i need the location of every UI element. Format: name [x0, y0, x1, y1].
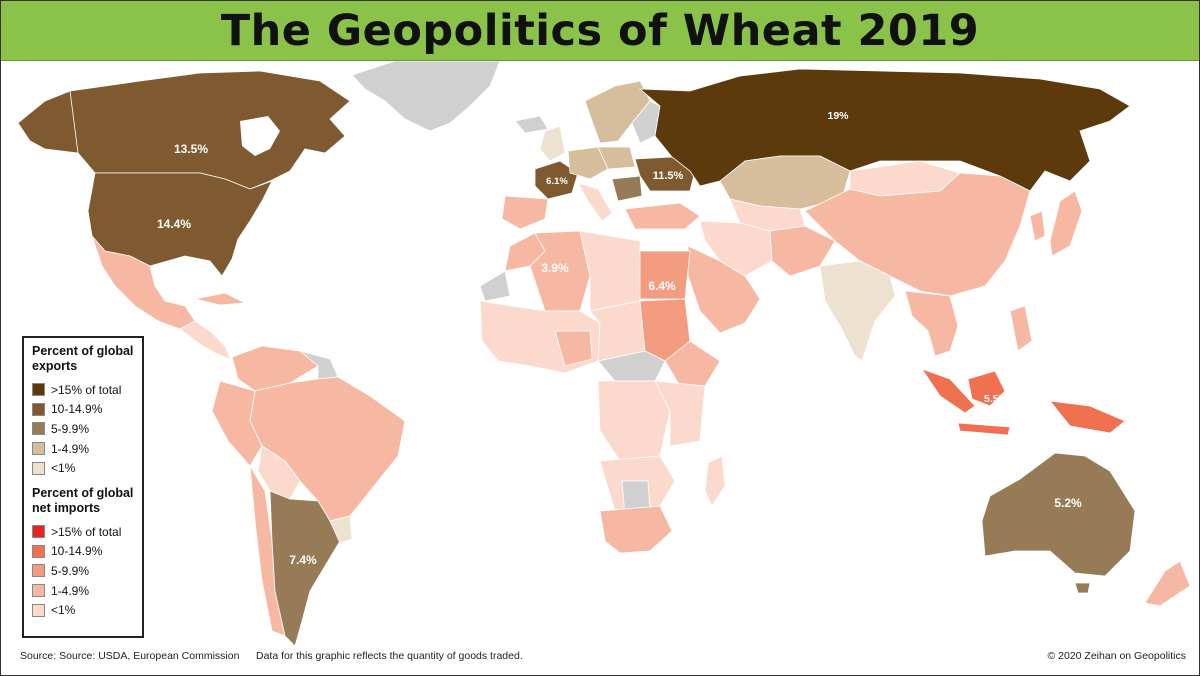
- country-turkey: [624, 202, 701, 230]
- country-south-africa: [599, 505, 673, 554]
- legend-export-lt1: <1%: [32, 458, 142, 478]
- legend-import-5-9: 5-9.9%: [32, 561, 142, 581]
- legend-swatch: [32, 442, 45, 456]
- label-russia: 19%: [827, 110, 849, 122]
- footer-copyright: © 2020 Zeihan on Geopolitics: [1047, 650, 1187, 662]
- country-southeast-asia: [904, 290, 959, 357]
- country-new-guinea: [1049, 400, 1126, 434]
- country-iberia: [501, 195, 549, 230]
- legend-swatch: [32, 461, 45, 475]
- country-east-africa: [654, 380, 706, 447]
- label-canada: 13.5%: [174, 142, 208, 156]
- country-peru: [211, 380, 263, 467]
- title-banner: The Geopolitics of Wheat 2019: [1, 1, 1199, 61]
- country-uruguay: [329, 515, 353, 544]
- legend-swatch: [32, 584, 45, 598]
- country-uk: [539, 125, 566, 162]
- country-france: [534, 160, 579, 200]
- country-madagascar: [704, 455, 726, 507]
- label-algeria: 3.9%: [541, 261, 569, 275]
- country-japan: [1049, 190, 1083, 257]
- legend-swatch: [32, 544, 45, 558]
- legend-export-1-4: 1-4.9%: [32, 439, 142, 459]
- world-map: 19% 13.5% 14.4% 6.1% 11.5% 3.9% 6.4% 5.5…: [17, 61, 1191, 647]
- legend-swatch: [32, 383, 45, 397]
- country-australia: [981, 452, 1136, 577]
- country-canada: [27, 70, 351, 190]
- footer-note: Data for this graphic reflects the quant…: [256, 650, 523, 662]
- legend-import-lt1: <1%: [32, 600, 142, 620]
- country-greenland: [351, 61, 501, 132]
- country-western-sahara: [479, 270, 511, 302]
- country-romania: [611, 175, 643, 202]
- legend-exports-title: Percent of global exports: [32, 344, 134, 373]
- country-india: [819, 260, 896, 362]
- legend-import-10-14: 10-14.9%: [32, 542, 142, 562]
- label-indonesia: 5.5%: [984, 393, 1009, 405]
- country-java: [957, 422, 1011, 436]
- country-cuba: [194, 292, 247, 306]
- country-philippines: [1009, 305, 1033, 352]
- country-argentina: [269, 490, 341, 647]
- label-argentina: 7.4%: [289, 553, 317, 567]
- hudson-bay: [240, 116, 280, 156]
- country-new-zealand: [1144, 560, 1191, 607]
- legend-swatch: [32, 525, 45, 539]
- footer-source: Source: Source: USDA, European Commissio…: [20, 650, 240, 662]
- country-iceland: [514, 115, 549, 134]
- country-borneo: [967, 370, 1006, 407]
- country-libya: [579, 230, 641, 312]
- country-indonesia: [920, 368, 976, 414]
- country-italy: [577, 182, 613, 222]
- country-germany: [567, 146, 609, 180]
- country-iran: [699, 220, 773, 277]
- legend-export-gt15: >15% of total: [32, 380, 142, 400]
- country-tasmania: [1074, 582, 1091, 594]
- country-ethiopia: [664, 340, 721, 387]
- country-colombia-venezuela: [231, 345, 319, 392]
- country-mexico: [91, 235, 196, 330]
- country-alaska: [17, 90, 79, 154]
- legend-import-gt15: >15% of total: [32, 522, 142, 542]
- country-korea: [1029, 210, 1046, 242]
- map-legend: Percent of global exports >15% of total …: [22, 336, 144, 638]
- label-egypt: 6.4%: [648, 279, 676, 293]
- page-title: The Geopolitics of Wheat 2019: [220, 5, 980, 56]
- label-australia: 5.2%: [1054, 496, 1082, 510]
- legend-import-1-4: 1-4.9%: [32, 581, 142, 601]
- legend-swatch: [32, 564, 45, 578]
- label-ukraine: 11.5%: [653, 170, 684, 182]
- country-central-america: [179, 320, 231, 360]
- country-saudi-arabia: [687, 245, 761, 334]
- country-congo: [597, 380, 671, 462]
- legend-swatch: [32, 422, 45, 436]
- country-nigeria: [554, 330, 593, 367]
- legend-export-5-9: 5-9.9%: [32, 419, 142, 439]
- legend-swatch: [32, 603, 45, 617]
- label-france: 6.1%: [546, 176, 568, 187]
- label-united-states: 14.4%: [157, 217, 191, 231]
- legend-swatch: [32, 402, 45, 416]
- country-central-africa: [597, 350, 666, 382]
- legend-export-10-14: 10-14.9%: [32, 400, 142, 420]
- country-poland: [597, 146, 636, 170]
- legend-imports-title: Percent of global net imports: [32, 485, 134, 515]
